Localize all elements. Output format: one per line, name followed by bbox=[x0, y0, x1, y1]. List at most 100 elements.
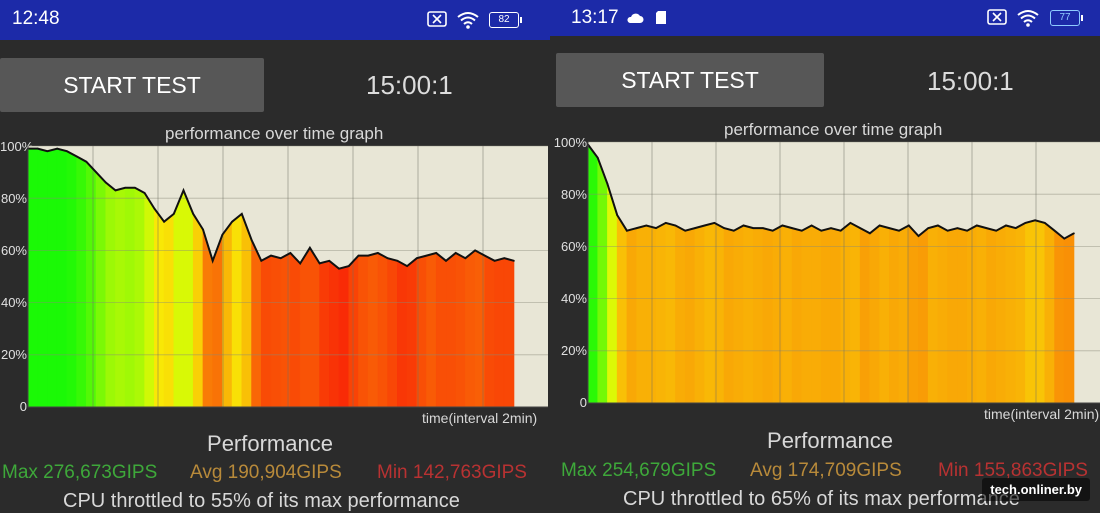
data-point bbox=[907, 224, 910, 227]
data-point bbox=[626, 229, 628, 232]
area-segment bbox=[1025, 219, 1036, 404]
area-segment bbox=[290, 252, 301, 408]
data-point bbox=[801, 229, 803, 232]
start-test-button[interactable]: START TEST bbox=[0, 58, 264, 112]
data-point bbox=[377, 252, 379, 254]
data-point bbox=[694, 227, 696, 229]
area-segment bbox=[387, 257, 398, 408]
data-point bbox=[163, 220, 165, 223]
area-segment bbox=[27, 148, 39, 408]
data-point bbox=[221, 233, 224, 236]
area-segment bbox=[47, 148, 58, 408]
x-axis-label: time(interval 2min) bbox=[422, 410, 538, 426]
area-segment bbox=[927, 225, 939, 404]
data-point bbox=[328, 260, 331, 262]
area-segment bbox=[704, 222, 715, 404]
data-point bbox=[888, 227, 891, 229]
area-segment bbox=[406, 257, 418, 408]
y-tick-40: 40% bbox=[560, 291, 587, 306]
area-segment bbox=[850, 222, 861, 404]
timer-display: 15:00:1 bbox=[366, 70, 453, 100]
area-segment bbox=[957, 227, 968, 404]
data-point bbox=[917, 235, 920, 237]
data-point bbox=[1014, 227, 1017, 229]
data-point bbox=[484, 254, 486, 257]
data-point bbox=[279, 257, 282, 260]
area-segment bbox=[733, 225, 744, 404]
data-point bbox=[435, 252, 438, 254]
throttle-summary: CPU throttled to 65% of its max performa… bbox=[623, 488, 1020, 510]
sim-off-icon bbox=[987, 9, 1007, 30]
start-test-button[interactable]: START TEST bbox=[556, 53, 824, 107]
y-tick-100: 100% bbox=[553, 135, 587, 150]
data-point bbox=[367, 254, 370, 257]
area-segment bbox=[830, 227, 842, 404]
area-segment bbox=[889, 227, 900, 404]
area-segment bbox=[675, 225, 686, 404]
area-segment bbox=[241, 213, 252, 408]
data-point bbox=[966, 229, 968, 232]
data-point bbox=[202, 228, 204, 231]
area-segment bbox=[66, 150, 77, 408]
area-segment bbox=[694, 225, 705, 404]
area-segment bbox=[445, 252, 456, 408]
y-tick-40: 40% bbox=[0, 295, 27, 310]
data-point bbox=[396, 260, 399, 262]
data-point bbox=[859, 227, 861, 229]
data-point bbox=[830, 227, 832, 229]
data-point bbox=[781, 224, 784, 227]
avg-performance: Avg 190,904GIPS bbox=[190, 462, 342, 483]
area-segment bbox=[105, 181, 116, 408]
area-segment bbox=[115, 187, 126, 408]
data-point bbox=[104, 181, 107, 184]
data-point bbox=[742, 224, 745, 227]
status-bar: 12:48 82 bbox=[0, 0, 550, 40]
performance-heading: Performance bbox=[767, 428, 893, 453]
status-time: 12:48 bbox=[12, 8, 60, 29]
max-performance: Max 276,673GIPS bbox=[2, 462, 158, 483]
data-point bbox=[250, 239, 253, 241]
area-segment bbox=[367, 252, 379, 408]
data-point bbox=[357, 254, 360, 257]
data-point bbox=[1034, 219, 1036, 222]
data-point bbox=[124, 186, 126, 189]
y-tick-20: 20% bbox=[560, 343, 587, 358]
timer-display: 15:00:1 bbox=[927, 66, 1014, 96]
area-segment bbox=[655, 222, 667, 404]
area-segment bbox=[636, 225, 647, 404]
area-segment bbox=[338, 265, 350, 408]
cloud-icon bbox=[626, 11, 644, 29]
battery-icon: 82 bbox=[489, 12, 522, 28]
graph-title: performance over time graph bbox=[724, 120, 943, 139]
area-segment bbox=[270, 255, 282, 408]
data-point bbox=[134, 186, 136, 189]
area-segment bbox=[183, 190, 194, 408]
y-tick-20: 20% bbox=[0, 347, 27, 362]
y-tick-60: 60% bbox=[0, 243, 27, 258]
data-point bbox=[733, 229, 735, 232]
data-point bbox=[937, 224, 939, 227]
data-point bbox=[810, 224, 813, 227]
area-segment bbox=[995, 225, 1007, 404]
area-segment bbox=[503, 257, 515, 408]
data-point bbox=[318, 262, 321, 265]
data-point bbox=[75, 155, 78, 158]
area-segment bbox=[163, 213, 175, 408]
area-segment bbox=[1015, 222, 1026, 404]
area-segment bbox=[435, 252, 447, 408]
y-tick-0: 0 bbox=[19, 399, 27, 414]
data-point bbox=[703, 224, 706, 227]
sim-off-icon bbox=[427, 11, 447, 32]
y-tick-60: 60% bbox=[560, 239, 587, 254]
area-segment bbox=[772, 225, 783, 404]
area-segment bbox=[937, 225, 948, 404]
data-point bbox=[299, 262, 301, 265]
source-watermark: tech.onliner.by bbox=[982, 478, 1090, 501]
area-segment bbox=[348, 254, 359, 408]
wifi-icon bbox=[456, 11, 480, 34]
data-point bbox=[231, 220, 233, 223]
area-segment bbox=[37, 148, 48, 408]
area-segment bbox=[752, 227, 764, 404]
data-point bbox=[173, 213, 175, 215]
area-segment bbox=[377, 252, 388, 408]
